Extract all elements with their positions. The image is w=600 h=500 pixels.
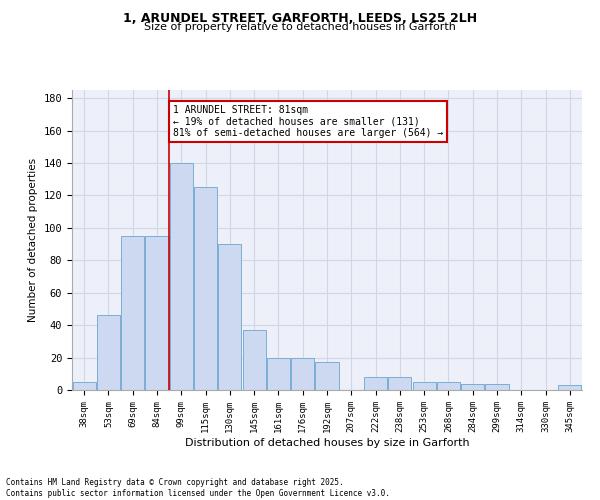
Bar xyxy=(218,244,241,390)
Bar xyxy=(559,385,581,390)
Text: Size of property relative to detached houses in Garforth: Size of property relative to detached ho… xyxy=(144,22,456,32)
Bar xyxy=(267,358,290,390)
Text: Contains HM Land Registry data © Crown copyright and database right 2025.
Contai: Contains HM Land Registry data © Crown c… xyxy=(6,478,390,498)
Bar xyxy=(194,188,217,390)
Bar xyxy=(413,382,436,390)
Bar xyxy=(485,384,509,390)
Text: 1, ARUNDEL STREET, GARFORTH, LEEDS, LS25 2LH: 1, ARUNDEL STREET, GARFORTH, LEEDS, LS25… xyxy=(123,12,477,26)
Bar xyxy=(291,358,314,390)
Bar xyxy=(73,382,95,390)
Bar xyxy=(461,384,484,390)
Bar xyxy=(121,236,144,390)
Bar xyxy=(242,330,266,390)
Y-axis label: Number of detached properties: Number of detached properties xyxy=(28,158,38,322)
X-axis label: Distribution of detached houses by size in Garforth: Distribution of detached houses by size … xyxy=(185,438,469,448)
Bar xyxy=(388,377,412,390)
Bar xyxy=(316,362,338,390)
Bar xyxy=(437,382,460,390)
Text: 1 ARUNDEL STREET: 81sqm
← 19% of detached houses are smaller (131)
81% of semi-d: 1 ARUNDEL STREET: 81sqm ← 19% of detache… xyxy=(173,104,443,138)
Bar xyxy=(170,163,193,390)
Bar xyxy=(364,377,387,390)
Bar xyxy=(97,316,120,390)
Bar xyxy=(145,236,169,390)
